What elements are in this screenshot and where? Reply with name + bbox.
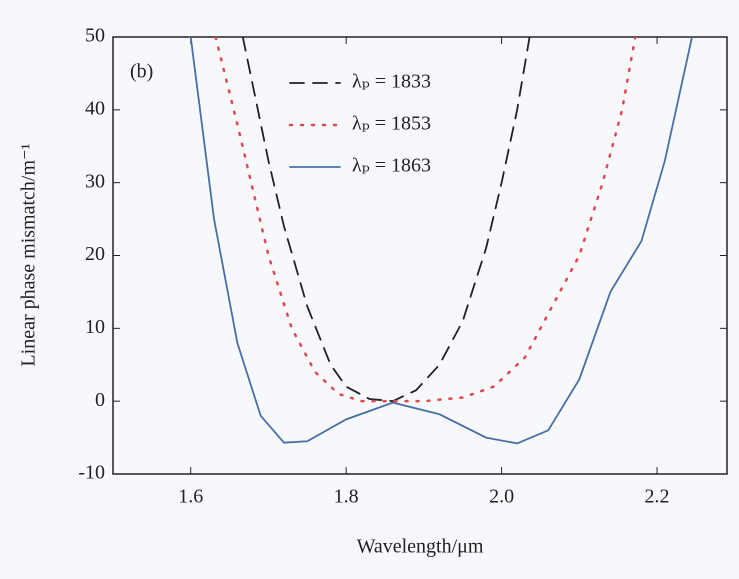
x-tick-label: 2.2: [645, 486, 670, 508]
y-tick-label: 40: [85, 97, 105, 119]
legend-label: λₚ = 1853: [352, 113, 431, 135]
line-series: [189, 37, 693, 445]
line-series: [241, 37, 531, 403]
y-tick-label: 20: [85, 243, 105, 265]
y-axis-label: Linear phase mismatch/m⁻¹: [18, 143, 40, 366]
x-tick-label: 1.6: [178, 486, 203, 508]
y-tick-label: 0: [95, 389, 105, 411]
x-tick-label: 1.8: [334, 486, 359, 508]
line-series: [214, 37, 637, 403]
annotation: (b): [130, 61, 153, 83]
legend-label: λₚ = 1833: [352, 71, 431, 93]
y-tick-label: 50: [85, 25, 105, 47]
x-axis-label: Wavelength/μm: [357, 536, 484, 558]
y-tick-label: -10: [78, 462, 105, 484]
y-tick-label: 30: [85, 170, 105, 192]
plot-frame: [112, 36, 728, 475]
legend-label: λₚ = 1863: [352, 155, 431, 177]
x-tick-label: 2.0: [489, 486, 514, 508]
y-tick-label: 10: [85, 316, 105, 338]
